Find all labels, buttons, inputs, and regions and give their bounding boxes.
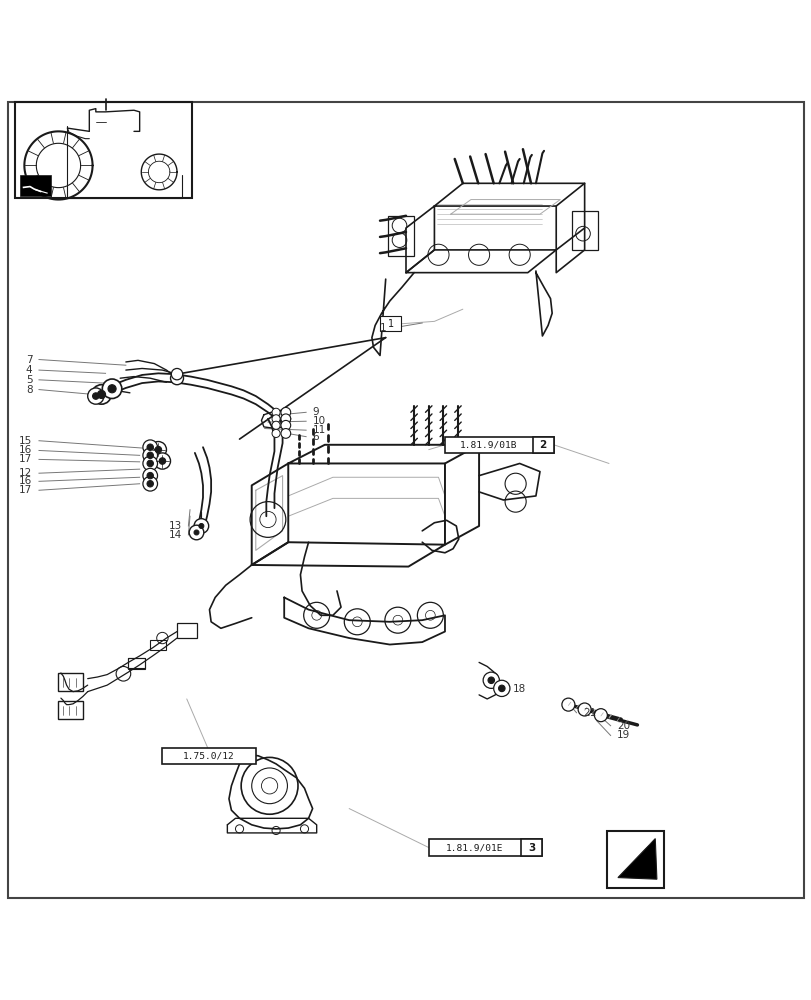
Circle shape xyxy=(143,440,157,455)
Circle shape xyxy=(594,709,607,722)
Circle shape xyxy=(143,476,157,491)
Text: 12: 12 xyxy=(19,468,32,478)
Bar xyxy=(532,437,553,453)
Text: 21: 21 xyxy=(582,708,595,718)
Circle shape xyxy=(155,446,161,453)
Circle shape xyxy=(194,519,208,533)
Polygon shape xyxy=(617,839,656,879)
Circle shape xyxy=(281,407,290,417)
Circle shape xyxy=(147,444,153,450)
Text: 16: 16 xyxy=(19,445,32,455)
Text: 11: 11 xyxy=(312,425,325,435)
Bar xyxy=(380,316,401,331)
Text: 17: 17 xyxy=(19,454,32,464)
Bar xyxy=(388,216,414,256)
Text: 6: 6 xyxy=(312,432,319,442)
Circle shape xyxy=(147,481,153,487)
Text: 19: 19 xyxy=(616,730,629,740)
Circle shape xyxy=(170,372,183,385)
Text: 10: 10 xyxy=(312,416,325,426)
Text: 3: 3 xyxy=(528,843,534,853)
Circle shape xyxy=(147,472,153,479)
Bar xyxy=(444,437,553,453)
Text: 1.75.0/12: 1.75.0/12 xyxy=(183,751,234,760)
Circle shape xyxy=(171,368,182,380)
Text: 9: 9 xyxy=(312,407,319,417)
Text: 5: 5 xyxy=(26,375,32,385)
Circle shape xyxy=(561,698,574,711)
Bar xyxy=(607,831,663,888)
Circle shape xyxy=(97,390,105,398)
Circle shape xyxy=(147,460,153,467)
Circle shape xyxy=(143,468,157,483)
Circle shape xyxy=(272,421,280,429)
Circle shape xyxy=(272,408,280,416)
Bar xyxy=(58,673,83,691)
Text: 8: 8 xyxy=(26,385,32,395)
Text: 1.81.9/01B: 1.81.9/01B xyxy=(460,440,517,449)
Circle shape xyxy=(487,677,494,684)
Bar xyxy=(162,748,255,764)
Circle shape xyxy=(272,415,280,423)
Polygon shape xyxy=(632,842,651,858)
Text: 2: 2 xyxy=(539,440,546,450)
Circle shape xyxy=(483,672,499,688)
Text: 13: 13 xyxy=(169,521,182,531)
Text: 18: 18 xyxy=(513,684,526,694)
Circle shape xyxy=(92,385,111,404)
Circle shape xyxy=(498,685,504,692)
Text: 14: 14 xyxy=(169,530,182,540)
Circle shape xyxy=(88,388,104,404)
Bar xyxy=(150,640,166,650)
Circle shape xyxy=(281,429,290,438)
Circle shape xyxy=(150,442,166,458)
Circle shape xyxy=(143,456,157,471)
Bar xyxy=(177,623,197,638)
Circle shape xyxy=(189,525,204,540)
Text: 15: 15 xyxy=(19,436,32,446)
Circle shape xyxy=(143,448,157,463)
Bar xyxy=(58,701,83,719)
Bar xyxy=(128,658,144,669)
Text: 7: 7 xyxy=(26,355,32,365)
Circle shape xyxy=(102,379,122,398)
Circle shape xyxy=(154,453,170,469)
Text: 20: 20 xyxy=(616,721,629,731)
Circle shape xyxy=(92,393,99,399)
Circle shape xyxy=(281,420,290,430)
Circle shape xyxy=(199,524,204,528)
Text: 1: 1 xyxy=(387,319,393,329)
Circle shape xyxy=(159,458,165,464)
Bar xyxy=(15,102,191,198)
Circle shape xyxy=(281,414,290,424)
Circle shape xyxy=(194,530,199,535)
Text: 16: 16 xyxy=(19,476,32,486)
Bar xyxy=(428,839,542,856)
Circle shape xyxy=(272,429,280,437)
Text: 1: 1 xyxy=(380,323,386,333)
Text: 17: 17 xyxy=(19,485,32,495)
Text: 4: 4 xyxy=(26,365,32,375)
Circle shape xyxy=(493,680,509,697)
Circle shape xyxy=(108,385,116,393)
Bar xyxy=(521,839,542,856)
Bar xyxy=(128,658,144,668)
Circle shape xyxy=(147,452,153,459)
Bar xyxy=(20,175,51,196)
Circle shape xyxy=(577,703,590,716)
Text: 1.81.9/01E: 1.81.9/01E xyxy=(446,843,503,852)
Bar xyxy=(572,211,598,250)
